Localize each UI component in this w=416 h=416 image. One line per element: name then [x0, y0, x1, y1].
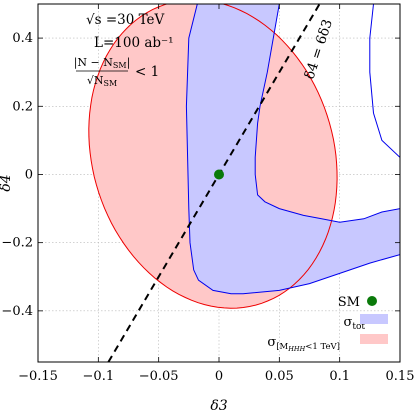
legend: SM σtot σ[MHHH<1 TeV] [267, 295, 388, 353]
tot-region-fill-right [370, 4, 400, 157]
x-tick-label: 0.1 [329, 369, 350, 384]
legend-mhhh-label: σ[MHHH<1 TeV] [267, 335, 340, 353]
energy-annotation: √s =30 TeV [86, 12, 165, 28]
sm-point [214, 169, 224, 180]
svg-text:< 1: < 1 [135, 64, 159, 80]
reference-line [107, 4, 321, 362]
y-tick-label: 0.4 [12, 31, 33, 46]
legend-sm-label: SM [338, 295, 360, 310]
mhhh-region-edge [88, 4, 338, 309]
x-tick-label: −0.1 [83, 369, 115, 384]
y-tick-label: 0 [25, 167, 33, 182]
legend-mhhh-swatch [360, 334, 388, 344]
luminosity-annotation: L=100 ab⁻¹ [94, 35, 174, 51]
x-tick-label: −0.05 [139, 369, 179, 384]
y-axis-label: δ4 [0, 174, 14, 191]
tot-region-edge [185, 4, 400, 295]
x-axis-label: δ3 [210, 398, 227, 414]
y-tick-label: −0.4 [1, 304, 33, 319]
x-tick-label: −0.15 [18, 369, 58, 384]
x-tick-label: 0.15 [386, 369, 415, 384]
x-tick-label: 0.05 [265, 369, 294, 384]
plot-area [88, 4, 400, 362]
legend-tot-swatch [360, 314, 388, 324]
tot-region-edge-right [369, 4, 400, 158]
x-tick-label: 0 [215, 369, 223, 384]
legend-sm-marker [367, 296, 377, 306]
legend-tot-label: σtot [343, 315, 365, 332]
y-tick-label: −0.2 [1, 236, 33, 251]
ticks: −0.15 −0.1 −0.05 0 0.05 0.1 0.15 0.4 0.2 0 −0.2 −0.… [1, 4, 414, 384]
y-tick-label: 0.2 [12, 99, 33, 114]
